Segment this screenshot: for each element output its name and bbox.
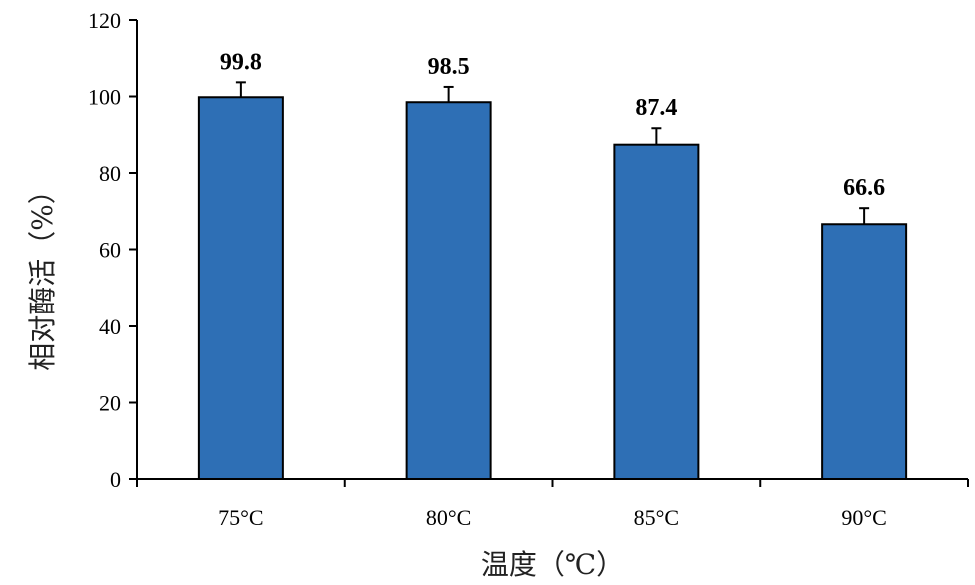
x-tick-label: 75°C xyxy=(218,505,263,530)
data-label: 98.5 xyxy=(428,54,470,80)
data-labels-group: 99.8 98.5 87.4 66.6 xyxy=(220,49,885,201)
y-tick-label: 120 xyxy=(88,8,121,33)
y-tick-label: 20 xyxy=(99,391,121,416)
y-axis-title: 相对酶活（%） xyxy=(26,176,59,371)
y-tick-label: 60 xyxy=(99,238,121,263)
bar xyxy=(405,101,492,481)
bar xyxy=(197,96,284,480)
bar xyxy=(821,223,908,480)
x-tick-label: 85°C xyxy=(634,505,679,530)
x-axis: 75°C 80°C 85°C 90°C xyxy=(136,478,969,530)
x-tick-label: 80°C xyxy=(426,505,471,530)
data-label: 99.8 xyxy=(220,49,262,75)
x-tick-label: 90°C xyxy=(841,505,886,530)
y-tick-label: 80 xyxy=(99,161,121,186)
data-label: 87.4 xyxy=(635,95,677,121)
y-axis: 0 20 40 60 80 100 120 xyxy=(88,8,138,492)
x-axis-title: 温度（℃） xyxy=(481,548,624,581)
data-label: 66.6 xyxy=(843,175,885,201)
bars-group xyxy=(197,81,908,481)
y-tick-label: 0 xyxy=(110,467,121,492)
y-tick-label: 100 xyxy=(88,85,121,110)
bar xyxy=(613,143,700,480)
y-tick-label: 40 xyxy=(99,314,121,339)
